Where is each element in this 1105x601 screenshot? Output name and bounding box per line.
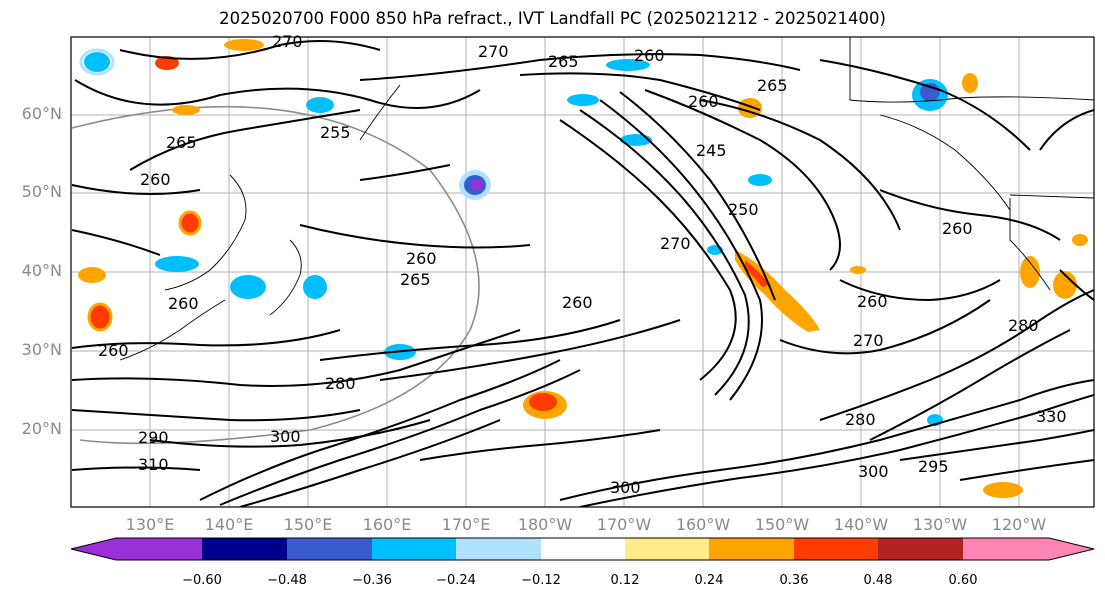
contour-label: 265: [757, 76, 788, 95]
contour-label: 260: [857, 292, 888, 311]
lon-label-140w: 140°W: [833, 515, 889, 534]
contour-label: 260: [562, 293, 593, 312]
contour-label: 270: [853, 331, 884, 350]
contour-label: 270: [660, 234, 691, 253]
contour-label: 280: [1008, 316, 1039, 335]
contour-label: 270: [478, 42, 509, 61]
contour-label: 250: [728, 200, 759, 219]
colorbar-tick-label: −0.48: [267, 573, 307, 588]
shaded-anomalies: [78, 39, 1088, 498]
colorbar-tick-label: 0.48: [863, 573, 893, 588]
lat-label-20n: 20°N: [21, 419, 62, 438]
colorbar-swatch: [372, 538, 456, 560]
lat-label-50n: 50°N: [21, 182, 62, 201]
colorbar-swatch: [541, 538, 625, 560]
colorbar-tick-label: −0.36: [352, 573, 392, 588]
colorbar-tick-label: 0.60: [948, 573, 978, 588]
contour-label: 330: [1036, 407, 1067, 426]
lon-label-150w: 150°W: [754, 515, 810, 534]
contour-lines: [71, 40, 1094, 507]
lon-label-170w: 170°W: [596, 515, 652, 534]
contour-label: 280: [845, 410, 876, 429]
colorbar-tick-label: −0.60: [182, 573, 222, 588]
colorbar-swatch: [794, 538, 878, 560]
colorbar-swatch-low: [71, 538, 202, 560]
colorbar-tick-label: 0.12: [610, 573, 640, 588]
contour-label: 295: [918, 457, 949, 476]
lon-label-160e: 160°E: [362, 515, 412, 534]
contour-label: 255: [320, 123, 351, 142]
contour-label: 280: [325, 374, 356, 393]
lon-label-140e: 140°E: [204, 515, 254, 534]
contour-label: 310: [138, 455, 169, 474]
colorbar-tick-label: −0.24: [436, 573, 476, 588]
map-frame: [70, 36, 1095, 508]
colorbar-swatch: [878, 538, 963, 560]
contour-label: 265: [400, 270, 431, 289]
contour-label: 265: [166, 133, 197, 152]
lon-label-170e: 170°E: [441, 515, 491, 534]
contour-label: 260: [634, 46, 665, 65]
contour-label: 260: [98, 341, 129, 360]
colorbar-swatch: [456, 538, 541, 560]
lat-label-40n: 40°N: [21, 261, 62, 280]
colorbar-tick-label: 0.36: [779, 573, 809, 588]
lat-label-30n: 30°N: [21, 340, 62, 359]
lon-label-120w: 120°W: [991, 515, 1047, 534]
contour-label: 300: [270, 427, 301, 446]
colorbar-tick-label: 0.24: [694, 573, 724, 588]
contour-label: 260: [406, 249, 437, 268]
colorbar-tick-label: −0.12: [521, 573, 561, 588]
contour-label: 300: [610, 478, 641, 497]
map-title: 2025020700 F000 850 hPa refract., IVT La…: [219, 9, 886, 28]
colorbar-swatch-high: [963, 538, 1094, 560]
lon-label-180w: 180°W: [517, 515, 573, 534]
lon-label-130w: 130°W: [912, 515, 968, 534]
reference-circle: [71, 105, 480, 445]
colorbar-outline: [70, 537, 1095, 561]
colorbar: [70, 537, 1095, 561]
contour-label: 260: [168, 294, 199, 313]
contour-label: 265: [548, 52, 579, 71]
contour-label: 270: [272, 32, 303, 51]
contour-label: 260: [688, 92, 719, 111]
lat-label-60n: 60°N: [21, 104, 62, 123]
colorbar-swatch: [287, 538, 372, 560]
lon-label-160w: 160°W: [675, 515, 731, 534]
contour-label: 260: [140, 170, 171, 189]
contour-label: 245: [696, 141, 727, 160]
contour-label: 260: [942, 219, 973, 238]
colorbar-swatch: [709, 538, 794, 560]
lon-label-130e: 130°E: [125, 515, 175, 534]
lon-label-150e: 150°E: [283, 515, 333, 534]
contour-label: 290: [138, 428, 169, 447]
contour-label: 300: [858, 462, 889, 481]
colorbar-swatch: [202, 538, 287, 560]
colorbar-swatch: [625, 538, 709, 560]
